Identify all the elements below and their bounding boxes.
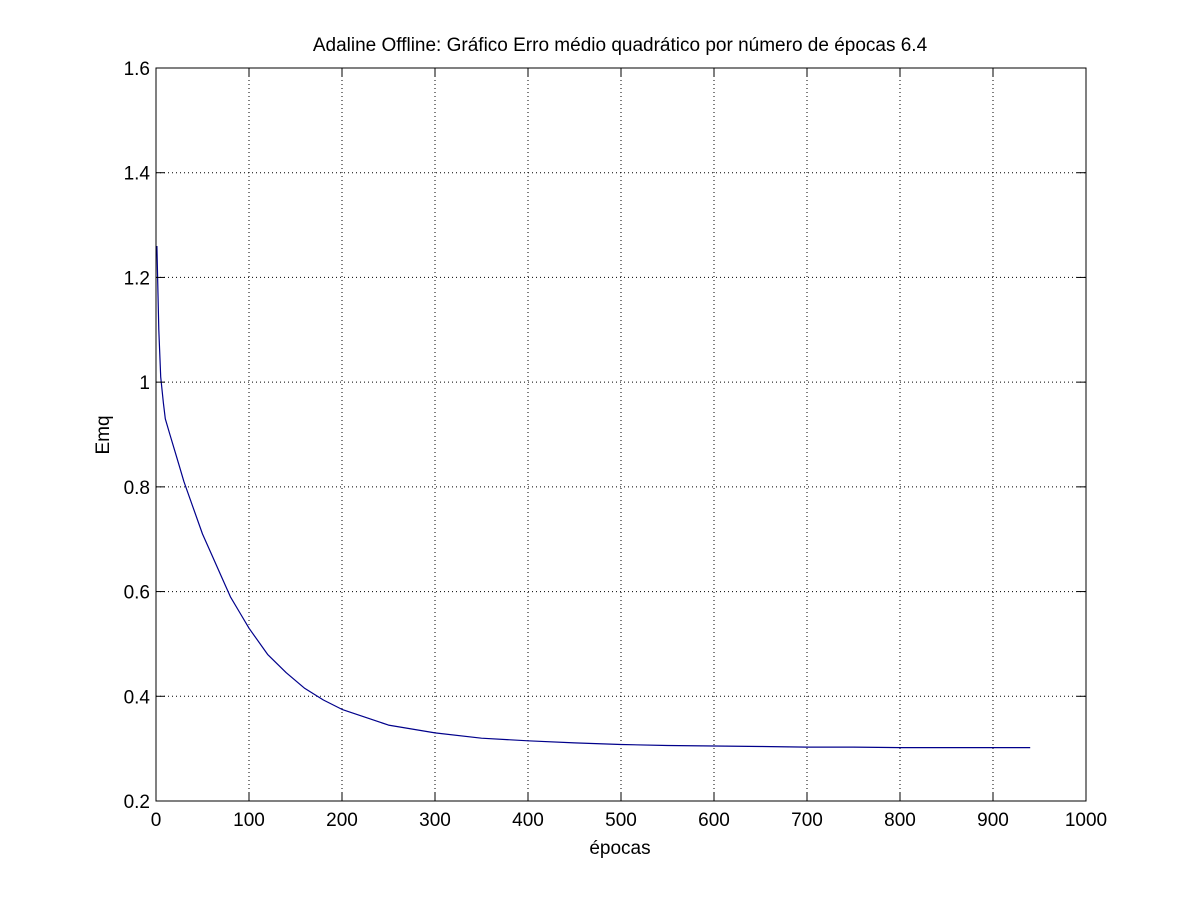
x-axis-title: épocas bbox=[589, 838, 650, 859]
grid bbox=[156, 68, 1086, 801]
ticks bbox=[155, 67, 1087, 802]
x-tick-label: 800 bbox=[884, 810, 916, 831]
x-tick-label: 100 bbox=[233, 810, 265, 831]
chart-title: Adaline Offline: Gráfico Erro médio quad… bbox=[313, 35, 928, 56]
y-tick-label: 0.8 bbox=[124, 478, 150, 499]
x-tick-label: 0 bbox=[151, 810, 162, 831]
x-tick-label: 700 bbox=[791, 810, 823, 831]
y-tick-label: 0.4 bbox=[124, 687, 151, 708]
plot-frame bbox=[155, 67, 1087, 802]
x-tick-label: 200 bbox=[326, 810, 358, 831]
x-tick-label: 400 bbox=[512, 810, 544, 831]
x-tick-label: 1000 bbox=[1065, 810, 1107, 831]
y-tick-label: 1.4 bbox=[124, 164, 151, 185]
x-tick-label: 300 bbox=[419, 810, 451, 831]
series-line bbox=[156, 245, 1031, 749]
x-tick-label: 500 bbox=[605, 810, 637, 831]
x-tick-label: 600 bbox=[698, 810, 730, 831]
tick-labels: 0 100 200 300 400 500 600 700 800 900 1000 0.2 0.4 0.… bbox=[124, 59, 1108, 831]
y-tick-label: 0.2 bbox=[124, 792, 150, 813]
y-tick-label: 1.2 bbox=[124, 268, 150, 289]
y-tick-label: 1 bbox=[139, 373, 150, 394]
y-axis-title: Emq bbox=[93, 415, 114, 454]
y-tick-label: 1.6 bbox=[124, 59, 150, 80]
y-tick-label: 0.6 bbox=[124, 583, 150, 604]
x-tick-label: 900 bbox=[977, 810, 1009, 831]
series-layer bbox=[156, 245, 1031, 749]
